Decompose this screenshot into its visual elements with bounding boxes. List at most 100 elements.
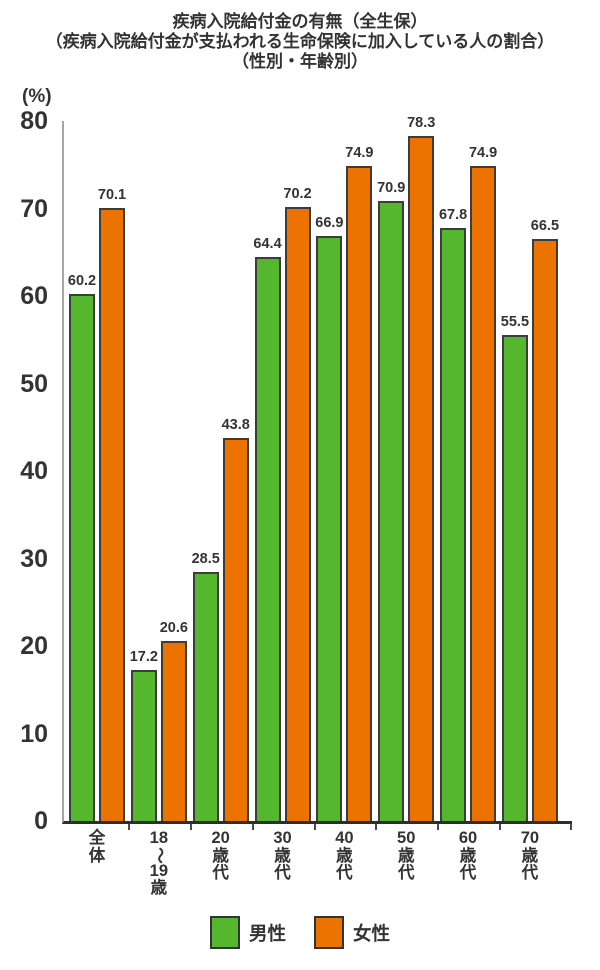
female-bar-3: 43.8 [222,417,250,821]
legend-item-male: 男性 [209,916,286,949]
x-axis-tick [437,824,439,830]
x-axis-label-segment: 30 [273,829,292,847]
x-axis-tick [499,824,501,830]
male-bar-5: 66.9 [315,215,343,821]
bar-groups: 60.2 70.1 全体 17.2 20.6 18 〜 19 歳 28.5 43.8 20 歳代 64.4… [68,115,559,897]
y-axis-labels: 80 70 60 50 40 30 20 10 0 [0,0,56,970]
bar-group-8: 55.5 66.5 70 歳代 [501,218,559,882]
x-axis-label-segment: 代 [212,864,229,882]
bar-value-label: 20.6 [159,620,188,636]
x-axis-label-segment: 〜 [150,846,169,864]
bar-value-label: 70.2 [283,186,312,202]
x-axis-label-segment: 代 [274,864,291,882]
bar-value-label: 74.9 [468,145,498,161]
x-axis-label-segment: 50 [397,829,416,847]
x-axis-label-segment: 歳 [274,846,291,865]
female-bar-4: 70.2 [283,186,312,821]
x-axis-label-segment: 代 [336,864,353,882]
male-bar-1: 60.2 [68,273,96,821]
x-axis-label-1: 全体 [88,829,106,865]
x-axis-label-segment: 60 [458,829,478,847]
bar-value-label: 66.5 [530,218,560,234]
plot-area: 60.2 70.1 全体 17.2 20.6 18 〜 19 歳 28.5 43.8 20 歳代 64.4… [62,115,572,897]
female-bar-5: 74.9 [345,145,373,821]
chart-title-line1: 疾病入院給付金の有無（全生保） [172,12,428,31]
x-axis-label-6: 50 歳代 [397,829,416,883]
x-axis-label-segment: 全 [88,829,106,847]
x-axis-label-segment: 体 [88,846,106,865]
x-axis-label-segment: 歳 [336,846,353,865]
y-tick-label: 10 [20,719,48,748]
bar-value-label: 70.1 [97,187,127,203]
male-bar-2: 17.2 [130,649,158,821]
chart-title-line2: （疾病入院給付金が支払われる生命保険に加入している人の割合） [45,32,555,51]
female-bar-8: 66.5 [531,218,559,821]
legend: 男性 女性 [0,916,600,949]
bar-value-label: 67.8 [438,207,468,223]
x-axis-label-5: 40 歳代 [335,829,354,883]
x-axis-label-segment: 歳 [150,879,168,897]
x-axis-label-segment: 歳 [521,846,539,865]
legend-label: 女性 [353,922,391,944]
female-bar-2: 20.6 [160,620,188,821]
y-tick-label: 30 [20,544,48,573]
y-tick-label: 60 [20,282,48,310]
y-tick-label: 0 [34,807,48,835]
female-bar-7: 74.9 [469,145,497,821]
male-bar-8: 55.5 [501,314,529,821]
bar-value-label: 70.9 [377,180,406,196]
x-axis-label-segment: 20 [211,829,230,847]
male-bar-7: 67.8 [439,207,467,821]
chart-title: 疾病入院給付金の有無（全生保） （疾病入院給付金が支払われる生命保険に加入してい… [0,12,600,72]
legend-swatch [209,916,240,949]
bar-group-3: 28.5 43.8 20 歳代 [192,417,250,882]
male-bar-4: 64.4 [253,236,282,821]
x-axis-label-segment: 70 [520,829,540,847]
x-axis-label-segment: 歳 [459,846,477,865]
y-tick-label: 20 [20,632,48,660]
legend-item-female: 女性 [314,916,390,949]
y-tick-label: 50 [20,369,48,398]
legend-label: 男性 [248,922,286,944]
bar-group-6: 70.9 78.3 50 歳代 [377,115,435,882]
bar-group-5: 66.9 74.9 40 歳代 [315,145,373,882]
x-axis-label-segment: 代 [397,864,415,882]
y-tick-label: 40 [20,457,48,485]
bar-value-label: 28.5 [191,551,220,567]
bar-value-label: 43.8 [221,417,250,433]
x-axis-label-segment: 歳 [397,846,415,865]
x-axis-label-7: 60 歳代 [458,829,478,883]
x-axis-tick [252,824,254,830]
bar-value-label: 66.9 [315,215,344,231]
x-axis-tick [375,824,377,830]
female-bar-1: 70.1 [98,187,126,821]
x-axis-label-8: 70 歳代 [520,829,540,883]
x-axis-label-segment: 代 [459,864,477,882]
bar-group-2: 17.2 20.6 18 〜 19 歳 [130,620,188,897]
bar-group-7: 67.8 74.9 60 歳代 [439,145,497,882]
chart-title-line3: （性別・年齢別） [232,52,368,71]
bar-value-label: 74.9 [345,145,374,161]
bar-value-label: 17.2 [129,649,158,665]
x-axis-tick [128,824,130,830]
bar-value-label: 55.5 [500,314,530,330]
x-axis-label-2: 18 〜 19 歳 [149,829,169,898]
x-axis-label-3: 20 歳代 [211,829,230,883]
x-axis-label-segment: 代 [521,864,539,882]
x-axis-label-segment: 40 [335,829,354,847]
legend-swatch [314,916,344,949]
x-axis-label-segment: 18 [149,829,169,847]
bar-value-label: 78.3 [407,115,436,131]
bar-value-label: 60.2 [67,273,97,289]
male-bar-6: 70.9 [377,180,405,821]
bar-value-label: 64.4 [253,236,282,252]
male-bar-3: 28.5 [192,551,220,821]
y-axis-unit-label: (%) [22,86,52,107]
y-tick-label: 70 [20,194,48,223]
x-axis-tick [570,824,572,830]
x-axis-label-segment: 19 [149,861,169,880]
x-axis-tick [314,824,316,830]
y-tick-label: 80 [20,107,48,135]
bar-group-4: 64.4 70.2 30 歳代 [253,186,312,882]
